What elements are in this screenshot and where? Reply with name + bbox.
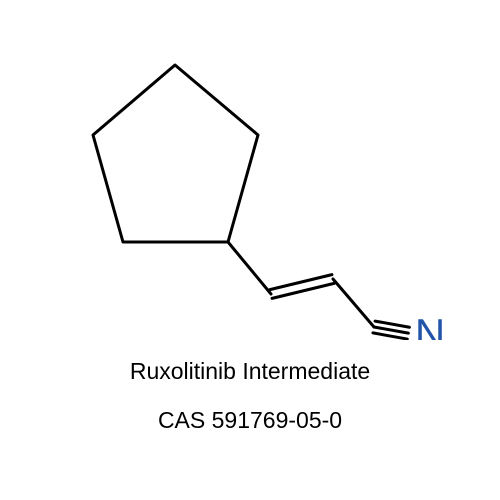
compound-name: Ruxolitinib Intermediate — [0, 358, 500, 385]
svg-text:N: N — [415, 310, 445, 340]
compound-card: N Ruxolitinib Intermediate CAS 591769-05… — [0, 0, 500, 500]
labels: Ruxolitinib Intermediate CAS 591769-05-0 — [0, 350, 500, 456]
cas-number: CAS 591769-05-0 — [0, 407, 500, 434]
molecule-svg: N — [0, 0, 500, 340]
structure-diagram: N — [0, 0, 500, 340]
